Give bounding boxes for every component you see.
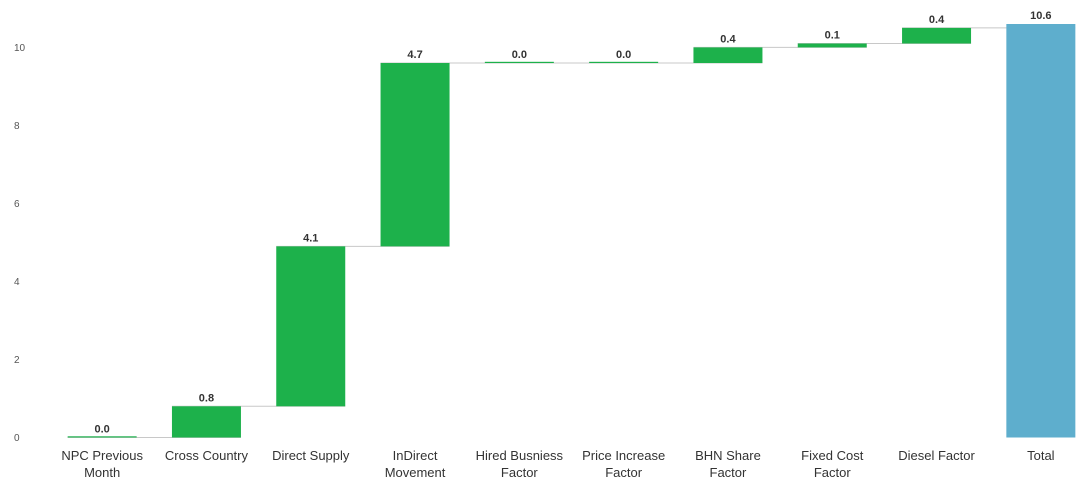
data-label: 0.0 (95, 424, 110, 436)
y-axis: 0 2 4 6 8 10 (14, 43, 26, 444)
y-tick-label: 2 (14, 355, 20, 366)
category-label: InDirect (393, 448, 438, 463)
y-tick-label: 8 (14, 121, 20, 132)
category-label: Factor (710, 465, 748, 480)
category-label: BHN Share (695, 448, 761, 463)
increase-bar (171, 406, 241, 438)
increase-bar (380, 63, 450, 247)
y-tick-label: 0 (14, 433, 20, 444)
data-labels: 0.0 0.8 4.1 4.7 0.0 0.0 0.4 0.1 0.4 10.6 (95, 10, 1052, 436)
increase-bar (797, 43, 867, 48)
category-label: Movement (385, 465, 446, 480)
category-label: Total (1027, 448, 1055, 463)
category-label: Hired Busniess (476, 448, 564, 463)
increase-bar (67, 436, 137, 438)
data-label: 0.8 (199, 392, 214, 404)
category-label: Factor (814, 465, 852, 480)
category-label: Month (84, 465, 120, 480)
increase-bar (902, 27, 972, 44)
y-tick-label: 6 (14, 199, 20, 210)
category-label: NPC Previous (61, 448, 143, 463)
category-label: Factor (501, 465, 539, 480)
bars (67, 24, 1076, 438)
data-label: 4.7 (407, 49, 422, 61)
data-label: 4.1 (303, 232, 318, 244)
category-label: Factor (605, 465, 643, 480)
data-label: 0.0 (616, 49, 631, 61)
increase-bar (589, 61, 659, 64)
category-label: Diesel Factor (898, 448, 975, 463)
data-label: 10.6 (1030, 10, 1051, 22)
increase-bar (693, 47, 763, 64)
data-label: 0.0 (512, 49, 527, 61)
category-label: Cross Country (165, 448, 249, 463)
y-tick-label: 4 (14, 277, 20, 288)
data-label: 0.4 (929, 14, 945, 26)
connector-lines (67, 27, 1076, 438)
category-label: Price Increase (582, 448, 665, 463)
category-label: Direct Supply (272, 448, 350, 463)
y-tick-label: 10 (14, 43, 26, 54)
data-label: 0.1 (825, 30, 840, 42)
category-label: Fixed Cost (801, 448, 864, 463)
x-axis: NPC Previous Month Cross Country Direct Sup… (61, 448, 1054, 480)
increase-bar (484, 61, 554, 64)
data-label: 0.4 (720, 33, 736, 45)
total-bar (1006, 24, 1076, 438)
increase-bar (276, 246, 346, 407)
